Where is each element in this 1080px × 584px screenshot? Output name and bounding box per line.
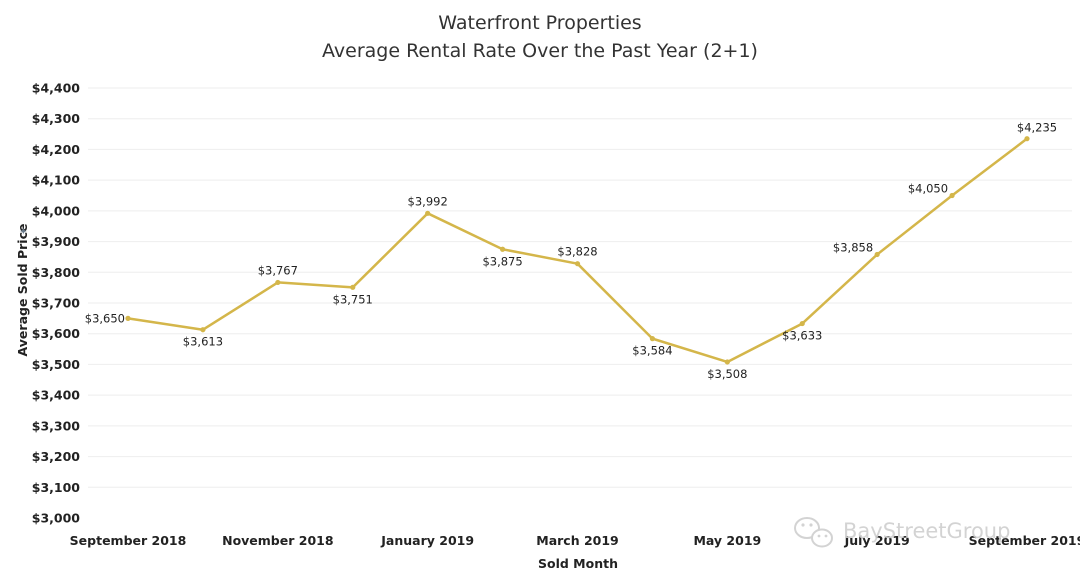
x-tick-label: July 2019 xyxy=(844,533,910,548)
y-tick-label: $3,300 xyxy=(32,418,81,433)
y-tick-label: $4,100 xyxy=(32,173,81,188)
y-axis-title: Average Sold Price xyxy=(15,224,30,357)
data-label: $4,050 xyxy=(908,182,948,196)
x-axis-ticks: September 2018 November 2018 January 2019 M… xyxy=(70,533,1080,548)
y-tick-label: $3,100 xyxy=(32,480,81,495)
data-point xyxy=(275,279,281,286)
data-point xyxy=(874,251,880,258)
y-tick-label: $4,400 xyxy=(32,81,81,96)
x-axis-title: Sold Month xyxy=(538,556,618,571)
data-label: $3,858 xyxy=(833,240,873,254)
watermark-text: BayStreetGroup xyxy=(843,519,1010,543)
data-label: $3,875 xyxy=(482,254,522,268)
data-point xyxy=(949,192,955,199)
data-label: $3,613 xyxy=(183,335,223,349)
data-label: $3,584 xyxy=(632,344,672,358)
chart-subtitle: Average Rental Rate Over the Past Year (… xyxy=(322,40,758,62)
x-tick-label: May 2019 xyxy=(693,533,761,548)
series-average-sold-price xyxy=(125,136,1030,365)
data-point xyxy=(200,327,206,333)
data-label: $3,828 xyxy=(557,245,597,259)
data-point xyxy=(649,336,656,342)
data-point xyxy=(350,284,356,290)
data-labels: $3,650 $3,613 $3,767 $3,751 $3,992 $3,875 $3,8… xyxy=(85,121,1057,381)
y-tick-label: $3,800 xyxy=(32,265,81,280)
data-point xyxy=(799,320,805,327)
x-tick-label: September 2018 xyxy=(70,533,187,548)
y-tick-label: $3,400 xyxy=(32,388,81,403)
y-tick-label: $3,000 xyxy=(32,511,81,526)
y-tick-label: $3,600 xyxy=(32,326,81,341)
data-label: $4,235 xyxy=(1017,121,1057,135)
data-point xyxy=(425,210,431,216)
data-label: $3,650 xyxy=(85,311,125,325)
x-tick-label: March 2019 xyxy=(536,533,619,548)
y-tick-label: $4,300 xyxy=(32,111,81,126)
gridlines xyxy=(88,87,1072,488)
pin-icon: ✦ xyxy=(19,227,30,235)
y-tick-label: $3,200 xyxy=(32,449,81,464)
data-label: $3,751 xyxy=(333,292,373,306)
x-tick-label: September 2019 xyxy=(969,533,1080,548)
chart-title-block: Waterfront Properties Average Rental Rat… xyxy=(0,9,1080,65)
data-label: $3,992 xyxy=(408,194,448,208)
data-label: $3,767 xyxy=(258,263,298,277)
data-point xyxy=(499,246,506,252)
data-point xyxy=(574,261,581,267)
y-axis-ticks: $3,000 $3,100 $3,200 $3,300 $3,400 $3,500 $3,6… xyxy=(32,81,81,526)
data-point xyxy=(125,315,131,321)
data-point xyxy=(1024,136,1030,142)
y-tick-label: $3,700 xyxy=(32,296,81,311)
y-tick-label: $4,000 xyxy=(32,203,81,218)
x-tick-label: November 2018 xyxy=(222,533,333,548)
y-tick-label: $4,200 xyxy=(32,142,81,157)
y-tick-label: $3,900 xyxy=(32,234,81,249)
data-label: $3,633 xyxy=(782,329,822,343)
chart-title: Waterfront Properties xyxy=(438,12,642,34)
data-label: $3,508 xyxy=(707,367,747,381)
watermark: BayStreetGroup xyxy=(794,517,1010,548)
x-tick-label: January 2019 xyxy=(380,533,474,548)
data-point xyxy=(724,359,730,365)
wechat-icon xyxy=(794,517,833,548)
y-tick-label: $3,500 xyxy=(32,357,81,372)
